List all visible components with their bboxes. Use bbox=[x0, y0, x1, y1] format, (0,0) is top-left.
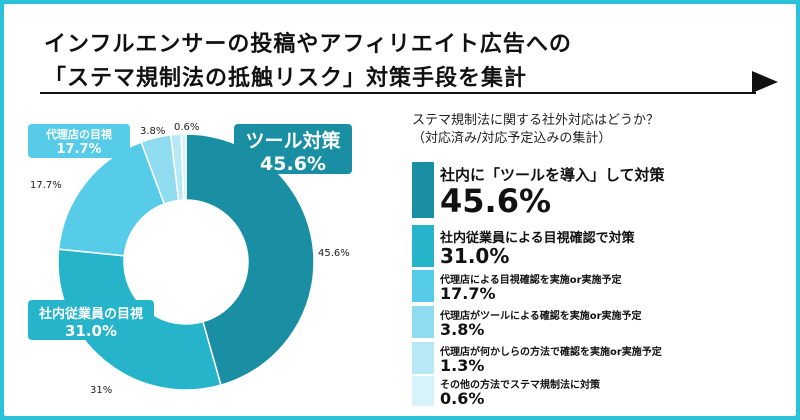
chart-title-line-2: 「ステマ規制法の抵触リスク」対策手段を集計 bbox=[44, 66, 528, 91]
legend-item-tool: 社内に「ツールを導入」して対策 45.6% bbox=[412, 162, 665, 218]
legend-item-agency-other: 代理店が何かしらの方法で確認を実施or実施予定 1.3% bbox=[412, 342, 662, 374]
title-underline bbox=[40, 92, 756, 94]
legend-item-agency-tool: 代理店がツールによる確認を実施or実施予定 3.8% bbox=[412, 306, 642, 338]
chart-title-line-1: インフルエンサーの投稿やアフィリエイト広告への bbox=[44, 32, 572, 57]
callout-agency-value: 17.7% bbox=[56, 142, 102, 157]
legend-item-agency: 代理店による目視確認を実施or実施予定 17.7% bbox=[412, 270, 622, 302]
slice-label-agency-tool: 3.8% bbox=[140, 126, 166, 137]
title-arrow-icon bbox=[752, 71, 778, 93]
legend-swatch-agency-other bbox=[412, 342, 434, 374]
legend-item-employee: 社内従業員による目視確認で対策 31.0% bbox=[412, 225, 635, 267]
callout-employee: 社内従業員の目視 31.0% bbox=[28, 300, 154, 340]
callout-tool-label: ツール対策 bbox=[245, 130, 341, 152]
legend-value-agency: 17.7% bbox=[440, 283, 496, 303]
legend-value-employee: 31.0% bbox=[440, 243, 510, 268]
legend-label-tool: 社内に「ツールを導入」して対策 bbox=[440, 165, 665, 184]
chart-subtitle: ステマ規制法に関する社外対応はどうか？ （対応済み/対応予定込みの集計） bbox=[412, 112, 659, 148]
callout-employee-label: 社内従業員の目視 bbox=[38, 307, 143, 322]
legend-label-agency: 代理店による目視確認を実施or実施予定 bbox=[440, 274, 622, 286]
legend-label-other: その他の方法でステマ規制法に対策 bbox=[440, 379, 600, 391]
slice-label-employee: 31% bbox=[90, 385, 113, 396]
slice-label-agency: 17.7% bbox=[30, 180, 62, 191]
legend-item-other: その他の方法でステマ規制法に対策 0.6% bbox=[412, 376, 600, 406]
legend-label-employee: 社内従業員による目視確認で対策 bbox=[440, 230, 635, 246]
slice-agency bbox=[57, 141, 166, 257]
slice-tool bbox=[185, 133, 315, 387]
legend-swatch-agency-tool bbox=[412, 306, 434, 338]
callout-agency: 代理店の目視 17.7% bbox=[28, 124, 130, 158]
legend-value-tool: 45.6% bbox=[440, 181, 552, 220]
subtitle-line-2: （対応済み/対応予定込みの集計） bbox=[412, 131, 612, 146]
legend-swatch-agency bbox=[412, 270, 434, 302]
subtitle-line-1: ステマ規制法に関する社外対応はどうか？ bbox=[412, 113, 660, 128]
legend-value-agency-other: 1.3% bbox=[440, 355, 485, 375]
legend-value-other: 0.6% bbox=[440, 388, 485, 408]
slice-label-other: 0.6% bbox=[174, 122, 200, 133]
slice-label-tool: 45.6% bbox=[318, 248, 350, 259]
legend-swatch-employee bbox=[412, 225, 434, 267]
callout-tool-value: 45.6% bbox=[260, 153, 326, 175]
legend-value-agency-tool: 3.8% bbox=[440, 319, 485, 339]
slice-other bbox=[180, 133, 187, 201]
callout-agency-label: 代理店の目視 bbox=[46, 128, 112, 141]
callout-tool: ツール対策 45.6% bbox=[234, 124, 352, 175]
legend-label-agency-other: 代理店が何かしらの方法で確認を実施or実施予定 bbox=[440, 346, 662, 358]
legend-swatch-tool bbox=[412, 162, 434, 218]
legend-label-agency-tool: 代理店がツールによる確認を実施or実施予定 bbox=[440, 310, 642, 322]
legend-swatch-other bbox=[412, 376, 434, 406]
callout-employee-value: 31.0% bbox=[64, 322, 118, 340]
